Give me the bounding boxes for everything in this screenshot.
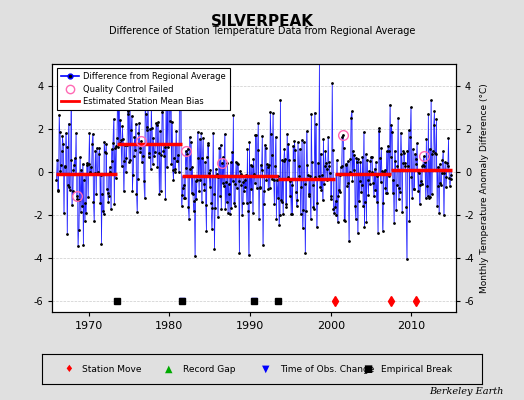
Text: Berkeley Earth: Berkeley Earth <box>429 387 503 396</box>
Text: ♦: ♦ <box>64 364 73 374</box>
Legend: Difference from Regional Average, Quality Control Failed, Estimated Station Mean: Difference from Regional Average, Qualit… <box>57 68 230 110</box>
Text: Station Move: Station Move <box>82 364 141 374</box>
Text: Time of Obs. Change: Time of Obs. Change <box>280 364 374 374</box>
Text: Record Gap: Record Gap <box>183 364 235 374</box>
Text: Empirical Break: Empirical Break <box>381 364 452 374</box>
Text: Difference of Station Temperature Data from Regional Average: Difference of Station Temperature Data f… <box>109 26 415 36</box>
Text: SILVERPEAK: SILVERPEAK <box>211 14 313 29</box>
Y-axis label: Monthly Temperature Anomaly Difference (°C): Monthly Temperature Anomaly Difference (… <box>480 83 489 293</box>
Text: ▼: ▼ <box>262 364 269 374</box>
Text: ■: ■ <box>363 364 373 374</box>
Text: ▲: ▲ <box>165 364 173 374</box>
